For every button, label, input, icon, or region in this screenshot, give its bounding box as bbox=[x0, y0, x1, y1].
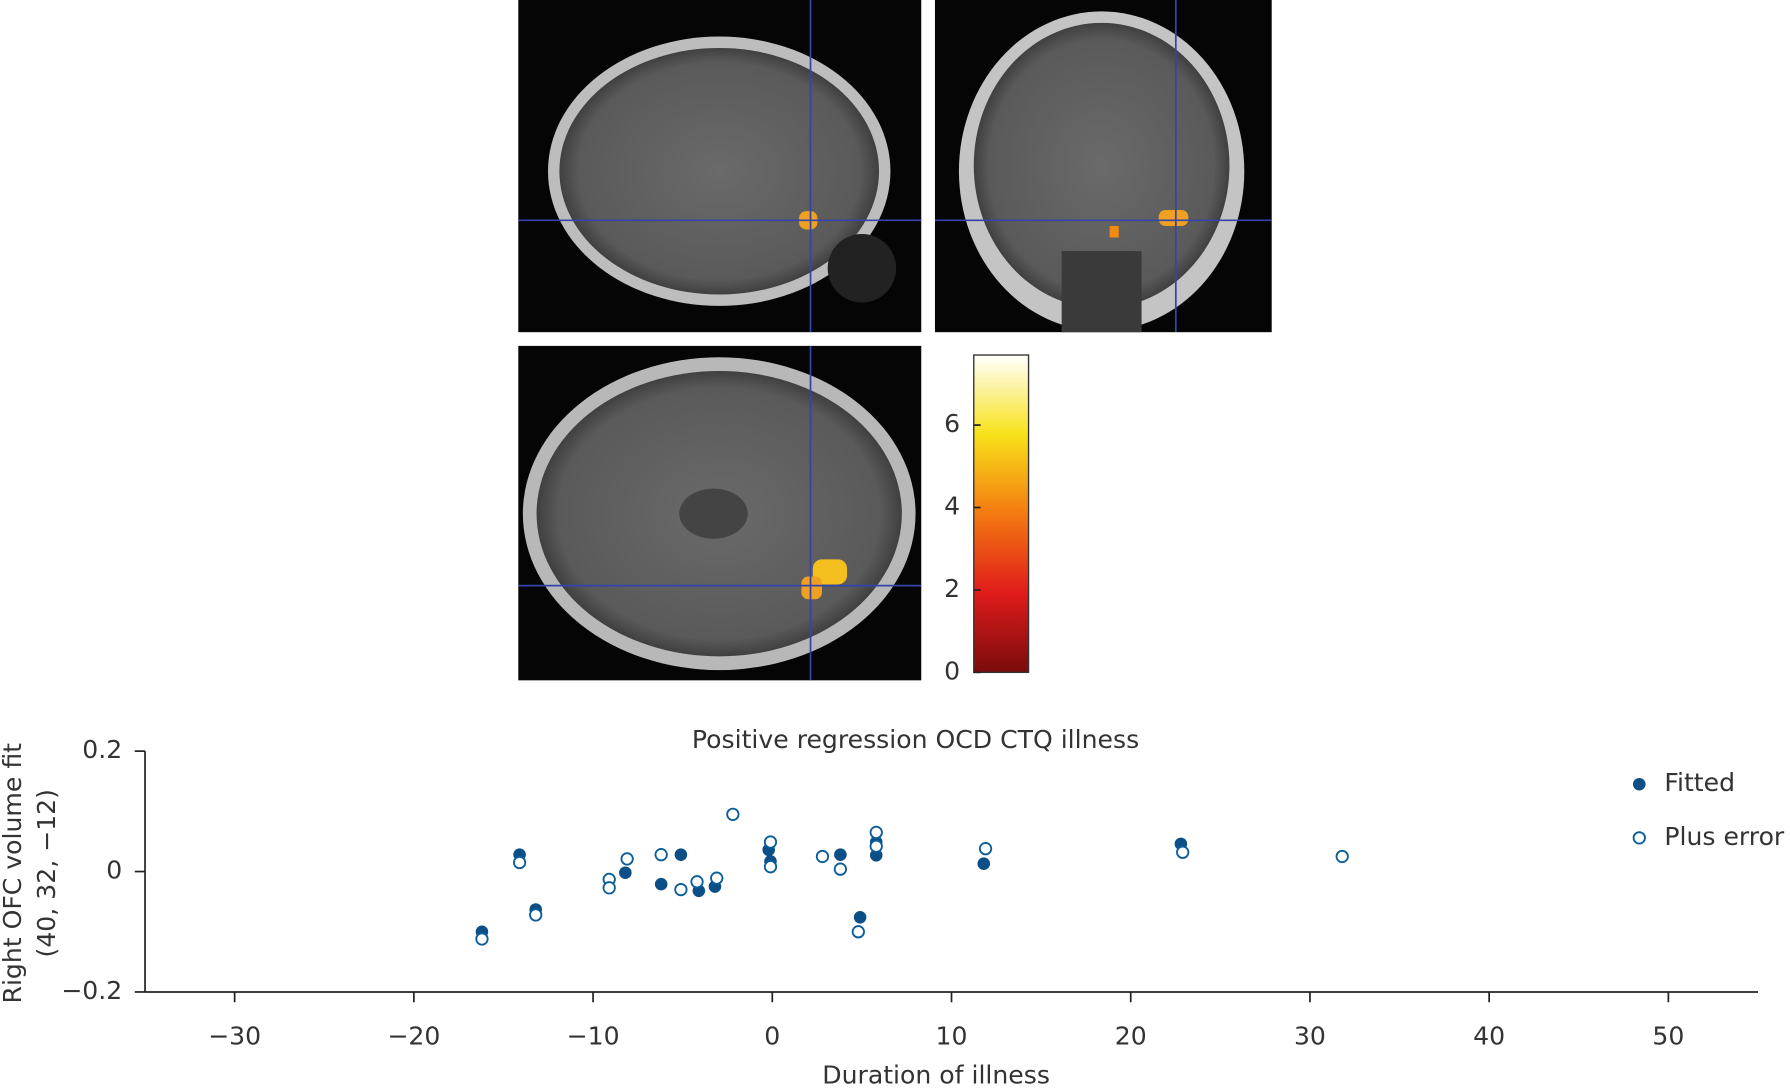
data-point bbox=[674, 882, 688, 897]
data-point bbox=[690, 875, 704, 889]
data-point bbox=[529, 908, 543, 922]
brain-sagittal bbox=[518, 0, 922, 333]
x-tick-label: 0 bbox=[764, 1022, 780, 1051]
colorbar-tick-label: 0 bbox=[944, 656, 960, 685]
data-point bbox=[654, 848, 668, 862]
y-axis-label: Right OFC volume fit bbox=[0, 743, 27, 1004]
data-point bbox=[815, 849, 830, 864]
x-axis-label: Duration of illness bbox=[822, 1060, 1050, 1089]
data-point bbox=[977, 857, 991, 870]
chart-title: Positive regression OCD CTQ illness bbox=[692, 725, 1139, 754]
x-tick-label: 40 bbox=[1473, 1022, 1505, 1051]
data-point bbox=[1335, 849, 1349, 864]
data-point bbox=[763, 835, 778, 849]
data-point bbox=[602, 881, 616, 895]
x-tick-label: 20 bbox=[1115, 1022, 1147, 1051]
y-axis-label: (40, 32, −12) bbox=[32, 789, 61, 957]
data-point bbox=[620, 852, 634, 866]
data-point bbox=[978, 842, 993, 856]
x-tick-label: −30 bbox=[208, 1022, 261, 1051]
x-tick-label: 10 bbox=[936, 1022, 968, 1051]
data-point bbox=[710, 871, 724, 885]
data-point bbox=[869, 825, 883, 840]
data-point bbox=[674, 848, 688, 861]
brain-coronal bbox=[934, 0, 1272, 333]
data-point bbox=[1176, 845, 1190, 859]
data-point bbox=[726, 807, 740, 821]
data-point bbox=[869, 849, 883, 862]
data-point bbox=[512, 855, 527, 870]
legend-marker bbox=[1632, 831, 1646, 845]
x-tick-label: −10 bbox=[567, 1022, 620, 1051]
y-tick-label: 0.2 bbox=[82, 735, 122, 764]
x-tick-label: 50 bbox=[1652, 1022, 1684, 1051]
brain-axial bbox=[518, 345, 922, 681]
data-point bbox=[763, 860, 778, 874]
data-point bbox=[834, 848, 847, 861]
legend-marker bbox=[1632, 777, 1646, 791]
legend-label: Fitted bbox=[1664, 768, 1735, 797]
colorbar-tick-label: 2 bbox=[944, 574, 960, 603]
x-tick-label: 30 bbox=[1294, 1022, 1326, 1051]
data-point bbox=[833, 862, 848, 876]
data-point bbox=[475, 932, 489, 946]
colorbar bbox=[973, 354, 1030, 674]
data-point bbox=[853, 911, 867, 924]
data-point bbox=[851, 925, 865, 939]
colorbar-tick-label: 4 bbox=[944, 491, 960, 520]
data-point bbox=[654, 877, 668, 891]
y-tick-label: −0.2 bbox=[61, 976, 122, 1005]
x-tick-label: −20 bbox=[387, 1022, 440, 1051]
colorbar-tick-label: 6 bbox=[944, 409, 960, 438]
y-tick-label: 0 bbox=[106, 856, 122, 885]
data-point bbox=[619, 866, 632, 880]
legend-label: Plus error bbox=[1664, 822, 1785, 851]
data-point bbox=[869, 839, 883, 853]
